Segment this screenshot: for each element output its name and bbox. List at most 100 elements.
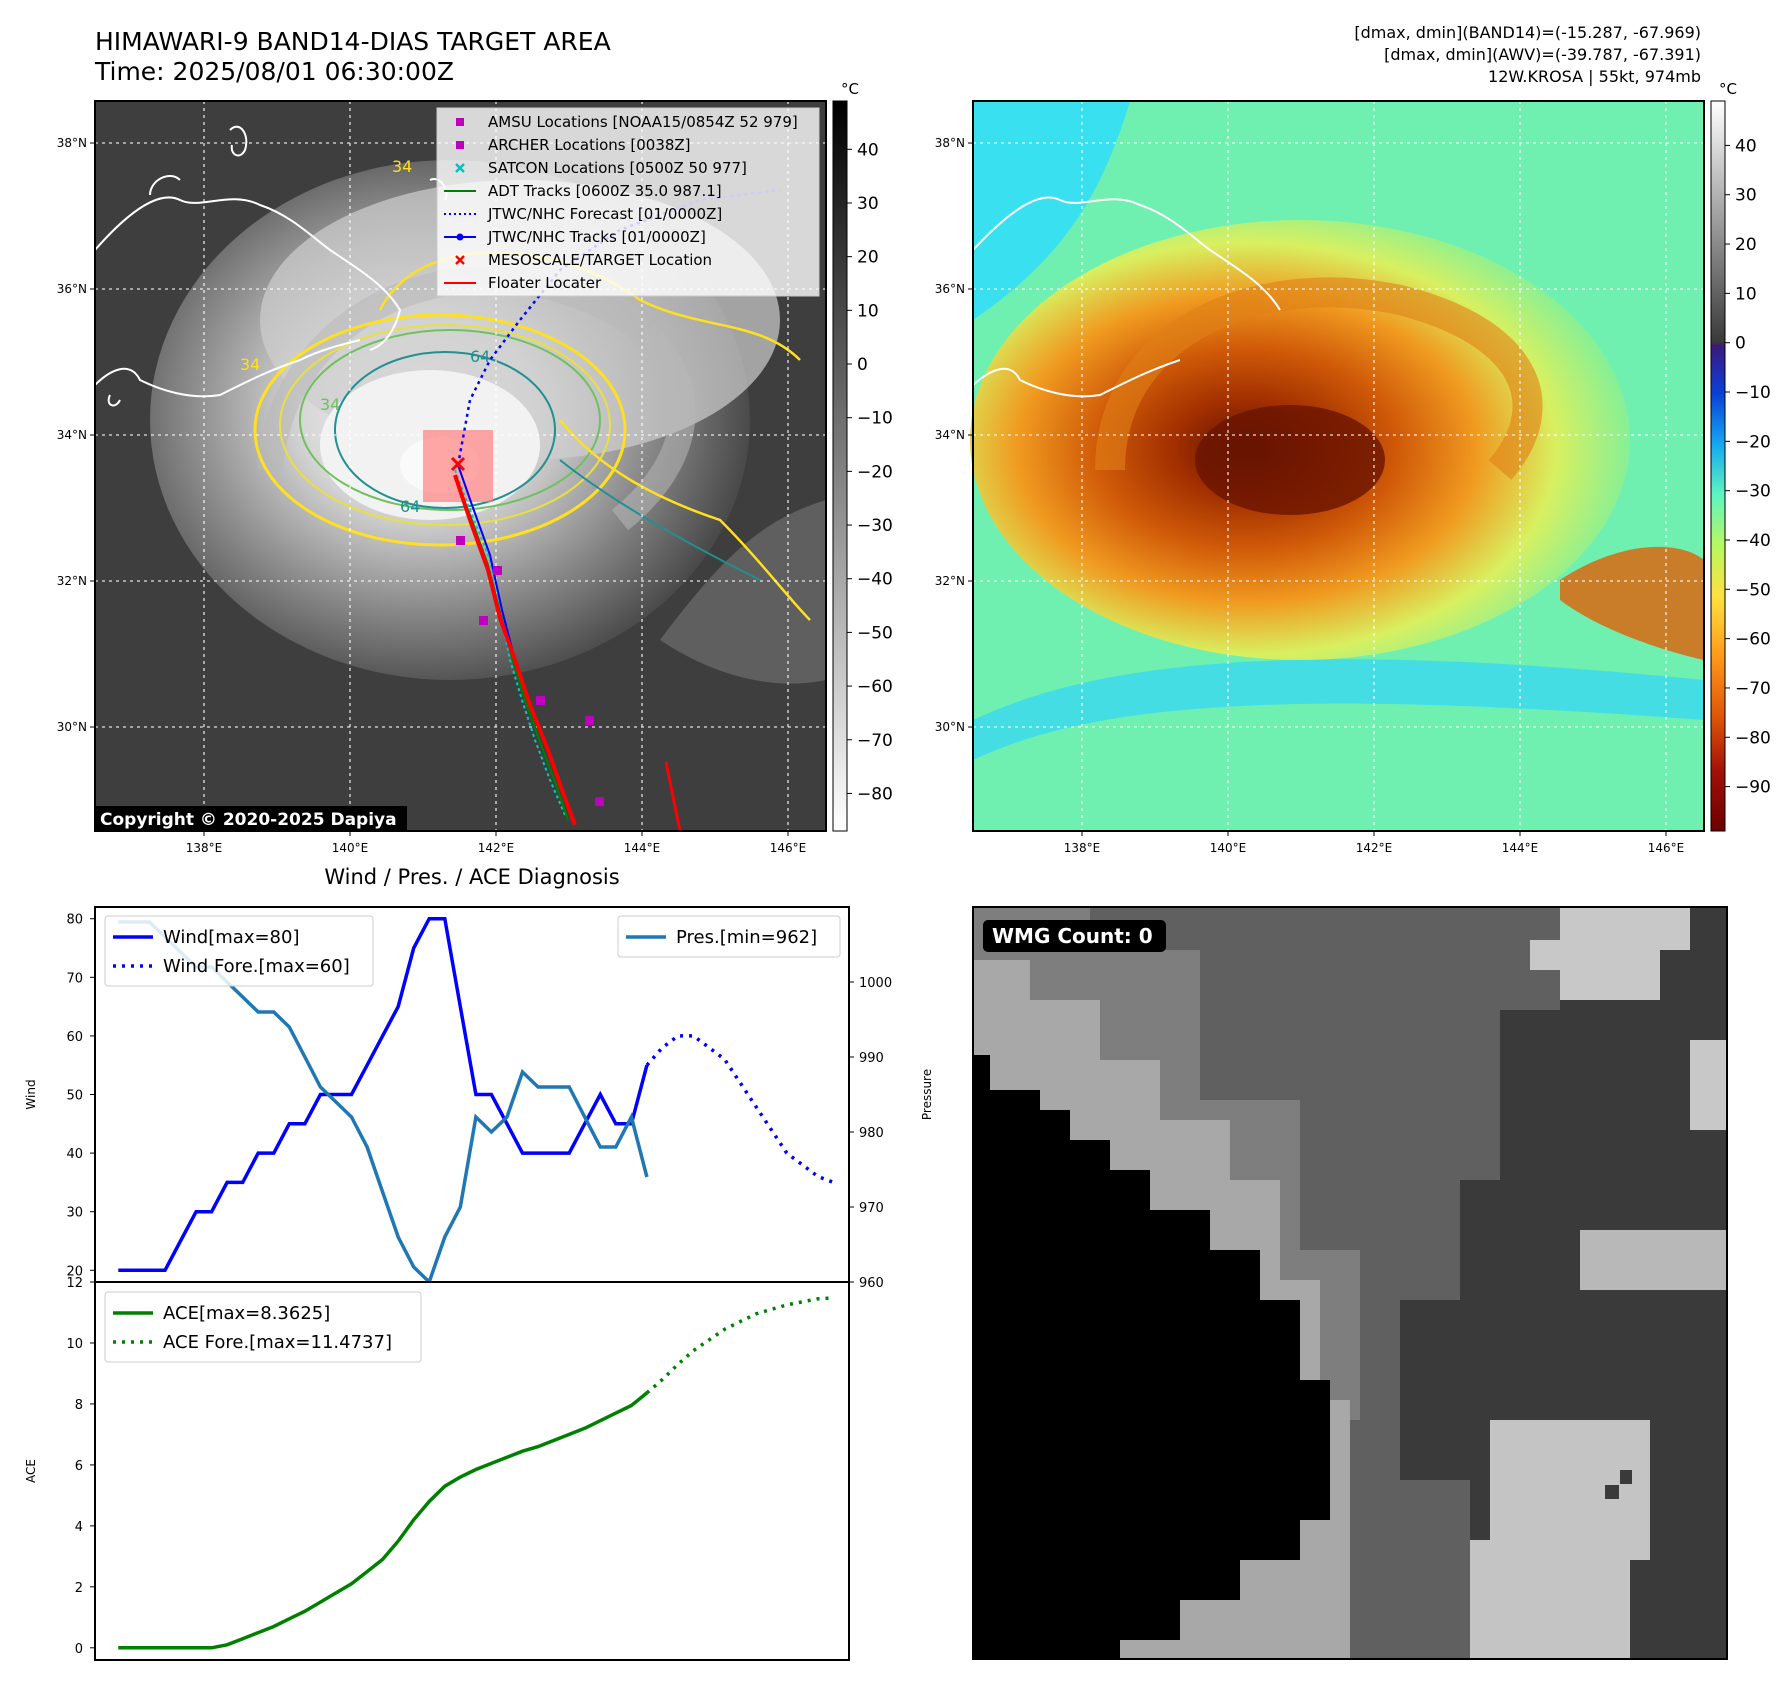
series-line-ace-fore- [645, 1296, 834, 1395]
colorbar-tick-label: −90 [1735, 778, 1771, 798]
floater-track [453, 474, 577, 826]
lat-tick-label: 30°N [935, 720, 965, 734]
lon-tick-label: 146°E [1648, 841, 1685, 855]
colorbar-ticks: 40 30 20 10 0 −10 −20 −30 −40 −50 −60 −70 −80 −90 [1725, 136, 1771, 798]
y-axis-label: Wind [24, 1079, 38, 1109]
colorbar-tick-label: 40 [857, 140, 879, 160]
contour-label-34: 34 [320, 395, 340, 414]
lat-tick-label: 36°N [935, 282, 965, 296]
y-right-tick-label: 970 [859, 1201, 884, 1216]
colorbar-tick-label: −40 [857, 570, 893, 590]
lat-tick-label: 32°N [935, 574, 965, 588]
series-line-wind [118, 916, 649, 1273]
colorbar-tick-label: 30 [857, 194, 879, 214]
wv-colorbar: °C 40 30 20 10 0 −10 −20 −30 −40 −50 −60 −70 −80 −90 [1710, 80, 1771, 832]
lat-tick-label: 32°N [57, 574, 87, 588]
wv-dry-core [1195, 405, 1385, 515]
info-line-1: [dmax, dmin](BAND14)=(-15.287, -67.969) [1354, 23, 1701, 42]
lon-tick-label: 146°E [770, 841, 807, 855]
ir-map-panel: 64 64 34 34 34 AMSU Locations [NOAA15/08 [57, 95, 827, 855]
wv-spiral-band [1095, 277, 1543, 480]
ir-contour-teal [334, 351, 556, 509]
colorbar-tick-label: −20 [857, 462, 893, 482]
legend-marker [455, 255, 465, 265]
wmg-frame [972, 906, 1728, 1660]
y-right-tick-label: 980 [859, 1126, 884, 1141]
chart-legend-label: Wind[max=80] [163, 927, 300, 948]
lat-tick-label: 38°N [57, 136, 87, 150]
legend-label: JTWC/NHC Forecast [01/0000Z] [487, 205, 722, 223]
lon-tick-label: 138°E [186, 841, 223, 855]
chart-legend-box [617, 915, 841, 958]
colorbar-gradient [832, 100, 848, 832]
colorbar-tick-label: −70 [857, 731, 893, 751]
colorbar-tick-label: 10 [857, 301, 879, 321]
lat-tick-label: 34°N [57, 428, 87, 442]
y-tick-label: 30 [66, 1206, 83, 1221]
wmg-panel: WMG Count: 0 [972, 906, 1728, 1660]
info-line-3: 12W.KROSA | 55kt, 974mb [1488, 67, 1701, 86]
info-line-2: [dmax, dmin](AWV)=(-39.787, -67.391) [1384, 45, 1701, 64]
colorbar-tick-label: −60 [857, 677, 893, 697]
amsu-markers [456, 536, 604, 806]
legend-marker [456, 118, 464, 126]
copyright-box [95, 806, 407, 831]
legend-label: ADT Tracks [0600Z 35.0 987.1] [488, 182, 722, 200]
ir-map-legend: AMSU Locations [NOAA15/0854Z 52 979] ARCH… [436, 107, 820, 297]
y-tick-label: 8 [75, 1398, 83, 1413]
wv-east-band [1560, 546, 1704, 660]
y-tick-label: 2 [75, 1581, 83, 1596]
colorbar-tick-label: −50 [1735, 580, 1771, 600]
y-tick-label: 70 [66, 971, 83, 986]
y-tick-label: 60 [66, 1030, 83, 1045]
legend-label: JTWC/NHC Tracks [01/0000Z] [487, 228, 706, 246]
colorbar-tick-label: −30 [1735, 482, 1771, 502]
legend-marker [455, 163, 465, 173]
diagnosis-title: Wind / Pres. / ACE Diagnosis [324, 865, 619, 889]
chart-legend-label: Pres.[min=962] [676, 927, 817, 948]
wind-pressure-chart: 20 30 40 50 60 70 80 960 970 980 990 1000 Wind Pressu… [24, 906, 934, 1291]
y-right-axis-label: Pressure [920, 1069, 934, 1120]
ir-outer-band [660, 500, 826, 684]
colorbar-tick-label: 30 [1735, 186, 1757, 206]
lon-tick-label: 142°E [478, 841, 515, 855]
wmg-count-box [983, 920, 1166, 952]
series-line-ace [118, 1391, 649, 1650]
wv-map-frame [972, 100, 1705, 832]
legend-marker [456, 141, 464, 149]
figure-time: Time: 2025/08/01 06:30:00Z [94, 57, 454, 86]
ir-map-axes: 38°N 36°N 34°N 32°N 30°N 138°E 140°E 142°E 144°E… [57, 136, 807, 855]
y-tick-label: 4 [75, 1520, 83, 1535]
colorbar-tick-label: −30 [857, 516, 893, 536]
ir-contour-yellow-mid [279, 324, 611, 526]
y-tick-label: 40 [66, 1147, 83, 1162]
legend-label: Floater Locater [488, 274, 602, 292]
colorbar-tick-label: 10 [1735, 284, 1757, 304]
legend-box [436, 107, 820, 297]
wv-gridlines [973, 101, 1704, 831]
y-tick-label: 20 [66, 1264, 83, 1279]
colorbar-unit: °C [841, 80, 859, 98]
chart-legend-box [104, 915, 374, 987]
colorbar-tick-label: −80 [857, 784, 893, 804]
legend-label: ARCHER Locations [0038Z] [488, 136, 691, 154]
y-tick-label: 80 [66, 913, 83, 928]
colorbar-tick-label: −60 [1735, 630, 1771, 650]
wv-cyan-band-south [973, 659, 1704, 760]
ir-coastline [94, 175, 448, 407]
lat-tick-label: 34°N [935, 428, 965, 442]
wv-map-axes: 38°N 36°N 34°N 32°N 30°N 138°E 140°E 142°E 144°E… [935, 136, 1685, 855]
y-tick-label: 12 [66, 1276, 83, 1291]
ir-colorbar: °C 40 30 20 10 0 −10 −20 −30 −40 −50 −60 −70 −80 [832, 80, 893, 832]
colorbar-tick-label: −50 [857, 623, 893, 643]
y-axis-label: ACE [24, 1459, 38, 1483]
y-right-tick-label: 990 [859, 1051, 884, 1066]
wv-map-panel: 38°N 36°N 34°N 32°N 30°N 138°E 140°E 142°E 144°E… [935, 100, 1705, 855]
legend-label: MESOSCALE/TARGET Location [488, 251, 712, 269]
contour-label-64b: 64 [470, 347, 490, 366]
chart-legend-label: ACE Fore.[max=11.4737] [163, 1332, 392, 1353]
y-tick-label: 10 [66, 1337, 83, 1352]
wmg-count-label: WMG Count: 0 [992, 924, 1153, 948]
legend-marker [456, 233, 464, 241]
